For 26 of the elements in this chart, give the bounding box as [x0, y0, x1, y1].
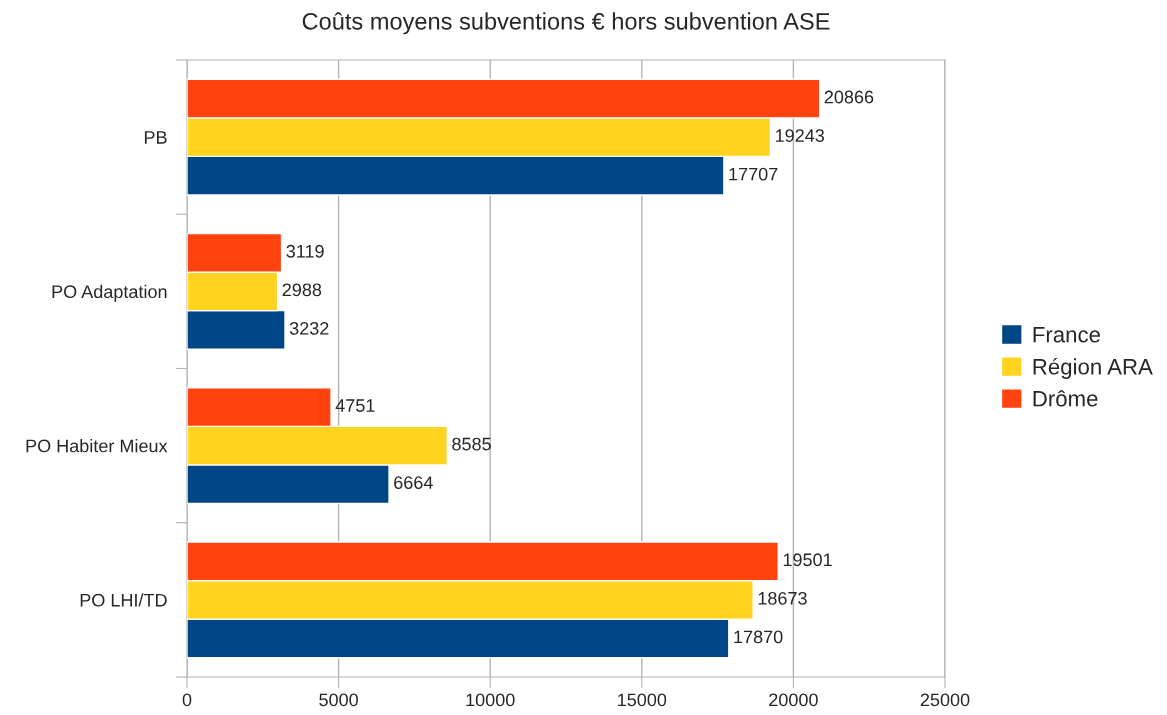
data-label: 6664	[394, 476, 433, 490]
x-tick-label: 10000	[466, 693, 515, 707]
data-label: 18673	[758, 591, 807, 605]
data-label: 17870	[734, 630, 783, 644]
data-label: 2988	[282, 283, 322, 297]
data-label: 8585	[452, 437, 491, 451]
x-tick-label: 5000	[319, 693, 358, 707]
chart-title: Coûts moyens subventions € hors subvention ASE	[302, 12, 830, 35]
y-tick-label: PO Habiter Mieux	[26, 439, 168, 453]
data-label: 17707	[729, 167, 778, 181]
data-label: 3119	[286, 244, 324, 258]
y-tick-label: PO LHI/TD	[80, 593, 167, 607]
data-label: 3232	[289, 322, 329, 335]
data-label: 19501	[783, 553, 832, 567]
data-label: 20866	[824, 90, 874, 104]
x-tick-label: 0	[182, 693, 192, 707]
legend-label: Drôme	[1033, 390, 1098, 407]
data-label: 4751	[335, 399, 375, 412]
x-tick-label: 20000	[769, 693, 818, 707]
y-tick-label: PB	[144, 131, 167, 144]
legend-label: Région ARA	[1033, 358, 1153, 379]
legend-label: France	[1033, 327, 1100, 343]
x-tick-label: 15000	[618, 693, 667, 707]
data-label: 19243	[775, 129, 825, 142]
x-tick-label: 25000	[920, 693, 970, 707]
y-tick-label: PO Adaptation	[52, 284, 167, 302]
